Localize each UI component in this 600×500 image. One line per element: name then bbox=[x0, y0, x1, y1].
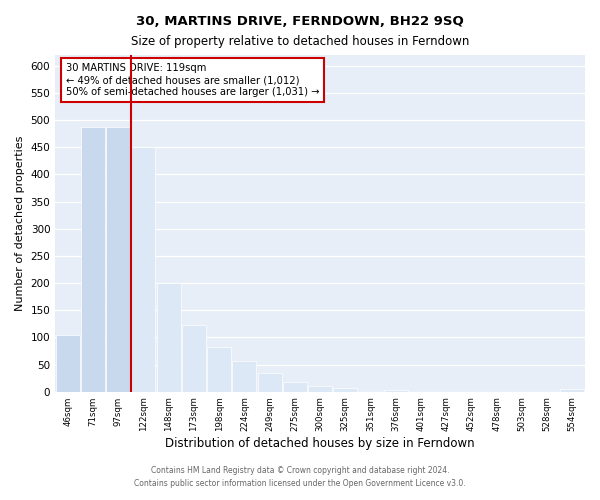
Bar bbox=[257, 372, 281, 392]
Bar bbox=[207, 346, 231, 392]
Bar bbox=[560, 389, 584, 392]
Bar bbox=[283, 382, 307, 392]
Text: 30 MARTINS DRIVE: 119sqm
← 49% of detached houses are smaller (1,012)
50% of sem: 30 MARTINS DRIVE: 119sqm ← 49% of detach… bbox=[66, 64, 319, 96]
Bar bbox=[81, 127, 105, 392]
Bar bbox=[131, 148, 155, 392]
Bar bbox=[384, 390, 408, 392]
X-axis label: Distribution of detached houses by size in Ferndown: Distribution of detached houses by size … bbox=[165, 437, 475, 450]
Bar bbox=[157, 283, 181, 392]
Bar bbox=[334, 388, 357, 392]
Bar bbox=[308, 386, 332, 392]
Text: 30, MARTINS DRIVE, FERNDOWN, BH22 9SQ: 30, MARTINS DRIVE, FERNDOWN, BH22 9SQ bbox=[136, 15, 464, 28]
Bar bbox=[182, 326, 206, 392]
Y-axis label: Number of detached properties: Number of detached properties bbox=[15, 136, 25, 311]
Text: Size of property relative to detached houses in Ferndown: Size of property relative to detached ho… bbox=[131, 35, 469, 48]
Bar bbox=[232, 361, 256, 392]
Bar bbox=[56, 334, 80, 392]
Bar bbox=[106, 127, 130, 392]
Text: Contains HM Land Registry data © Crown copyright and database right 2024.
Contai: Contains HM Land Registry data © Crown c… bbox=[134, 466, 466, 487]
